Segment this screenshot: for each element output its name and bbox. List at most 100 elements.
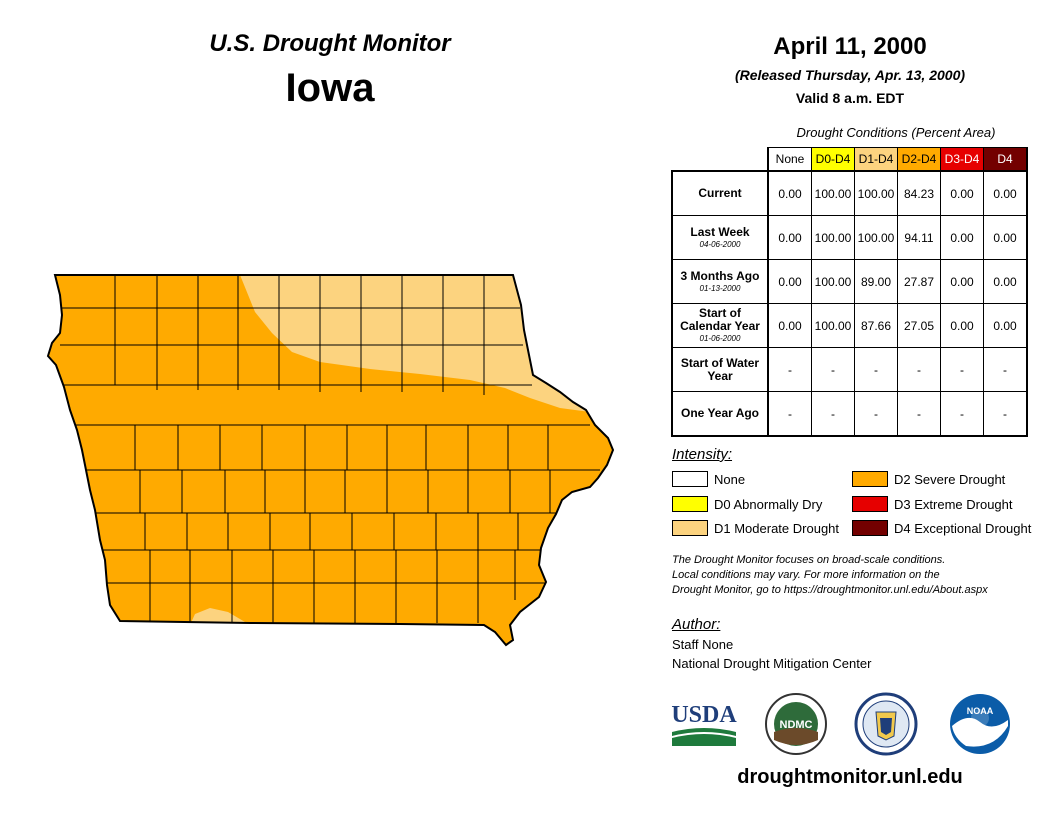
- table-header-row: None D0-D4 D1-D4 D2-D4 D3-D4 D4: [672, 147, 1028, 172]
- valid-time: Valid 8 a.m. EDT: [795, 90, 905, 106]
- commerce-seal-logo: [854, 692, 918, 756]
- table-cell: -: [767, 347, 812, 392]
- table-row: One Year Ago - - - - - -: [671, 391, 1028, 437]
- table-cell: 94.11: [897, 215, 941, 260]
- table-cell: -: [811, 391, 855, 437]
- disclaimer-note: The Drought Monitor focuses on broad-sca…: [672, 553, 1042, 598]
- legend-label: D2 Severe Drought: [894, 471, 1006, 487]
- county-boundaries: [60, 275, 600, 623]
- legend-title: Intensity:: [672, 446, 733, 463]
- state-name: Iowa: [285, 66, 375, 110]
- table-cell: -: [983, 391, 1028, 437]
- website-link[interactable]: droughtmonitor.unl.edu: [737, 766, 963, 788]
- table-cell: 27.87: [897, 259, 941, 304]
- legend-swatch-none: [672, 471, 708, 487]
- table-cell: 100.00: [811, 259, 855, 304]
- legend-swatch-d2: [852, 471, 888, 487]
- legend-item-d4: D4 Exceptional Drought: [852, 520, 1031, 536]
- row-label-3-months-ago: 3 Months Ago 01-13-2000: [671, 259, 769, 304]
- table-cell: 89.00: [854, 259, 898, 304]
- table-cell: 0.00: [767, 303, 812, 348]
- legend-item-none: None: [672, 471, 745, 487]
- table-cell: -: [940, 347, 984, 392]
- table-corner: [672, 148, 768, 172]
- iowa-drought-map: [47, 274, 614, 646]
- row-label-date: 04-06-2000: [699, 239, 741, 249]
- row-label-one-year-ago: One Year Ago: [671, 391, 769, 437]
- table-cell: -: [854, 391, 898, 437]
- row-label-date: 01-06-2000: [699, 334, 741, 343]
- table-cell: 100.00: [811, 170, 855, 216]
- table-cell: 0.00: [767, 170, 812, 216]
- table-cell: 0.00: [767, 259, 812, 304]
- legend-label: None: [714, 471, 746, 487]
- row-label-text: Start of Calendar Year: [680, 306, 760, 333]
- table-row: Start of Water Year - - - - - -: [671, 347, 1028, 392]
- table-cell: -: [897, 391, 941, 437]
- table-cell: 0.00: [983, 259, 1028, 304]
- table-cell: -: [767, 391, 812, 437]
- legend-item-d0: D0 Abnormally Dry: [672, 496, 822, 512]
- row-label-text: One Year Ago: [680, 406, 760, 420]
- table-cell: 0.00: [983, 303, 1028, 348]
- row-label-text: Start of Water Year: [680, 355, 760, 383]
- table-cell: 0.00: [983, 170, 1028, 216]
- table-cell: -: [940, 391, 984, 437]
- col-header-d4: D4: [983, 147, 1028, 172]
- legend-swatch-d1: [672, 520, 708, 536]
- row-label-last-week: Last Week 04-06-2000: [671, 215, 769, 260]
- legend-item-d3: D3 Extreme Drought: [852, 496, 1013, 512]
- col-header-none: None: [767, 147, 812, 172]
- table-cell: 0.00: [940, 303, 984, 348]
- ndmc-logo: NDMC: [765, 693, 827, 755]
- col-header-d1-d4: D1-D4: [854, 147, 898, 172]
- row-label-text: 3 Months Ago: [680, 268, 760, 283]
- usda-logo: USDA: [671, 702, 737, 746]
- legend-swatch-d0: [672, 496, 708, 512]
- row-label-start-calendar-year: Start of Calendar Year 01-06-2000: [671, 303, 769, 348]
- noaa-logo-text: NOAA: [967, 706, 994, 716]
- table-cell: 0.00: [767, 215, 812, 260]
- table-cell: 87.66: [854, 303, 898, 348]
- legend-swatch-d4: [852, 520, 888, 536]
- table-cell: -: [811, 347, 855, 392]
- release-date: (Released Thursday, Apr. 13, 2000): [734, 67, 966, 83]
- table-cell: 100.00: [854, 170, 898, 216]
- table-cell: 84.23: [897, 170, 941, 216]
- legend-label: D1 Moderate Drought: [714, 520, 840, 536]
- table-cell: 100.00: [811, 215, 855, 260]
- d1-moderate-drought-area: [238, 275, 590, 412]
- note-line: The Drought Monitor focuses on broad-sca…: [672, 554, 946, 566]
- row-label-start-water-year: Start of Water Year: [671, 347, 769, 392]
- table-cell: 100.00: [854, 215, 898, 260]
- note-line: Local conditions may vary. For more info…: [672, 569, 940, 581]
- author-name: Staff None: [672, 637, 734, 652]
- map-date: April 11, 2000: [773, 33, 927, 60]
- map-title: U.S. Drought Monitor: [209, 30, 451, 57]
- table-row: Current 0.00 100.00 100.00 84.23 0.00 0.…: [671, 170, 1028, 216]
- col-header-d2-d4: D2-D4: [897, 147, 941, 172]
- row-label-current: Current: [671, 170, 769, 216]
- legend-item-d2: D2 Severe Drought: [852, 471, 1005, 487]
- note-line: Drought Monitor, go to https://droughtmo…: [672, 584, 988, 596]
- table-cell: -: [897, 347, 941, 392]
- ndmc-logo-text: NDMC: [780, 719, 813, 731]
- table-row: Last Week 04-06-2000 0.00 100.00 100.00 9…: [671, 215, 1028, 260]
- d1-moderate-drought-area-south: [190, 608, 245, 625]
- table-cell: 0.00: [940, 170, 984, 216]
- legend-label: D3 Extreme Drought: [894, 496, 1013, 512]
- usda-logo-text: USDA: [671, 702, 737, 728]
- table-cell: -: [983, 347, 1028, 392]
- table-cell: -: [854, 347, 898, 392]
- noaa-logo: NOAA: [950, 694, 1010, 754]
- legend-label: D0 Abnormally Dry: [714, 496, 823, 512]
- table-cell: 27.05: [897, 303, 941, 348]
- author-organization: National Drought Mitigation Center: [672, 656, 872, 671]
- table-row: Start of Calendar Year 01-06-2000 0.00 10…: [671, 303, 1028, 348]
- table-cell: 100.00: [811, 303, 855, 348]
- table-cell: 0.00: [983, 215, 1028, 260]
- author-title: Author:: [672, 616, 721, 633]
- row-label-text: Last Week: [690, 224, 750, 239]
- legend-label: D4 Exceptional Drought: [894, 520, 1032, 536]
- legend-swatch-d3: [852, 496, 888, 512]
